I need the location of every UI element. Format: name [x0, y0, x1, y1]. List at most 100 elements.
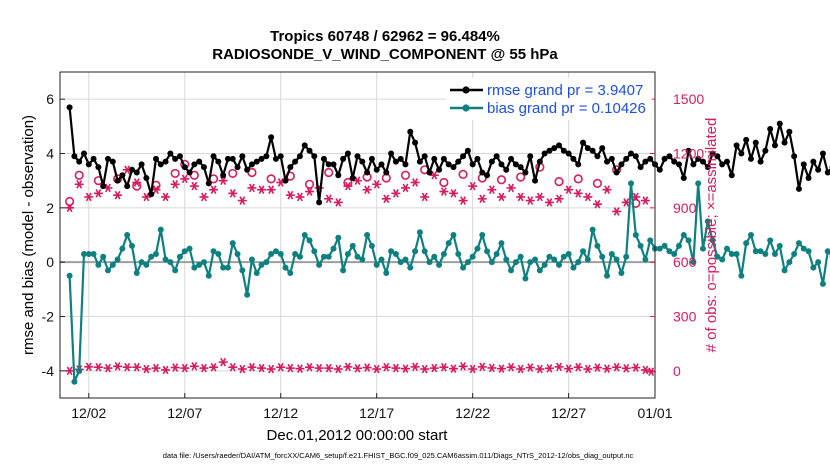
rmse-point	[119, 172, 126, 179]
obs-count-low-marker	[228, 362, 238, 372]
bias-point	[95, 261, 102, 268]
x-tick-label: 12/27	[551, 405, 586, 421]
rmse-point	[397, 155, 404, 162]
obs-count-low-marker	[592, 363, 602, 372]
bias-point	[157, 226, 164, 233]
rmse-point	[637, 164, 644, 171]
bias-point	[143, 261, 150, 268]
obs-count-low-marker	[285, 363, 295, 373]
y-right-tick-label: 1500	[673, 91, 704, 107]
legend-rmse-label: rmse grand pr = 3.9407	[487, 82, 643, 99]
rmse-point	[599, 145, 606, 152]
obs-assimilated-marker	[583, 192, 593, 202]
bias-point	[407, 264, 414, 271]
chart-title-line1: Tropics 60748 / 62962 = 96.484%	[270, 28, 500, 45]
bias-point	[738, 272, 745, 279]
rmse-point	[488, 158, 495, 165]
obs-count-low-marker	[266, 364, 276, 374]
y-left-tick-label: -4	[42, 363, 55, 379]
obs-count-low-marker	[646, 367, 656, 377]
obs-count-low-marker	[612, 362, 622, 372]
rmse-point	[253, 158, 260, 165]
rmse-point	[152, 155, 159, 162]
bias-point	[349, 242, 356, 249]
bias-point	[661, 242, 668, 249]
rmse-point	[268, 134, 275, 141]
bias-point	[181, 248, 188, 255]
bias-point	[675, 242, 682, 249]
obs-assimilated-marker	[573, 189, 583, 198]
rmse-point	[479, 169, 486, 176]
obs-assimilated-marker	[420, 192, 430, 202]
rmse-point	[335, 172, 342, 179]
rmse-point	[368, 155, 375, 162]
bias-point	[234, 251, 241, 258]
obs-count-low-marker	[65, 366, 75, 376]
bias-point	[138, 259, 145, 266]
rmse-point	[589, 147, 596, 154]
bias-point	[66, 272, 73, 279]
bias-point	[76, 367, 83, 374]
obs-assimilated-marker	[372, 179, 382, 189]
obs-assimilated-marker	[228, 189, 238, 198]
bias-point	[723, 245, 730, 252]
obs-count-low-marker	[343, 362, 353, 372]
obs-possible-marker	[324, 167, 334, 178]
bias-point	[551, 256, 558, 263]
bias-point	[220, 264, 227, 271]
obs-count-low-marker	[439, 362, 449, 372]
obs-assimilated-marker	[285, 190, 295, 200]
rmse-point	[229, 155, 236, 162]
obs-assimilated-marker	[237, 196, 247, 205]
obs-assimilated-marker	[199, 192, 209, 202]
bias-point	[397, 259, 404, 266]
obs-assimilated-marker	[141, 192, 151, 202]
rmse-point	[464, 147, 471, 154]
obs-assimilated-marker	[496, 192, 506, 202]
obs-assimilated-marker	[266, 185, 276, 195]
bias-point	[656, 245, 663, 252]
bias-point	[316, 261, 323, 268]
bias-point	[100, 253, 107, 260]
rmse-point	[699, 158, 706, 165]
rmse-point	[498, 161, 505, 168]
rmse-point	[767, 126, 774, 133]
rmse-point	[800, 161, 807, 168]
obs-assimilated-marker	[391, 189, 401, 198]
obs-count-low-marker	[448, 364, 458, 373]
obs-possible-marker	[592, 178, 603, 188]
rmse-point	[613, 169, 620, 176]
bias-point	[517, 253, 524, 260]
obs-count-low-marker	[477, 362, 487, 372]
bias-point	[359, 256, 366, 263]
rmse-point	[282, 177, 289, 184]
x-tick-label: 12/07	[167, 405, 202, 421]
obs-count-low-marker	[420, 364, 430, 374]
bias-point	[637, 242, 644, 249]
bias-point	[148, 253, 155, 260]
legend-rmse-marker	[462, 86, 470, 94]
rmse-point	[431, 155, 438, 162]
bias-point	[805, 248, 812, 255]
rmse-point	[354, 153, 361, 160]
bias-point	[810, 264, 817, 271]
rmse-point	[244, 166, 251, 173]
obs-count-low-marker	[487, 363, 497, 373]
rmse-point	[421, 153, 428, 160]
bias-point	[200, 259, 207, 266]
rmse-point	[292, 158, 299, 165]
rmse-point	[512, 161, 519, 168]
obs-count-low-marker	[257, 363, 267, 373]
rmse-point	[647, 155, 654, 162]
rmse-point	[508, 155, 515, 162]
obs-count-low-marker	[372, 364, 382, 374]
rmse-point	[186, 169, 193, 176]
bias-point	[575, 259, 582, 266]
rmse-point	[66, 104, 73, 111]
bias-point	[733, 251, 740, 258]
x-tick-label: 12/12	[263, 405, 298, 421]
rmse-point	[436, 166, 443, 173]
rmse-point	[810, 158, 817, 165]
rmse-point	[378, 161, 385, 168]
